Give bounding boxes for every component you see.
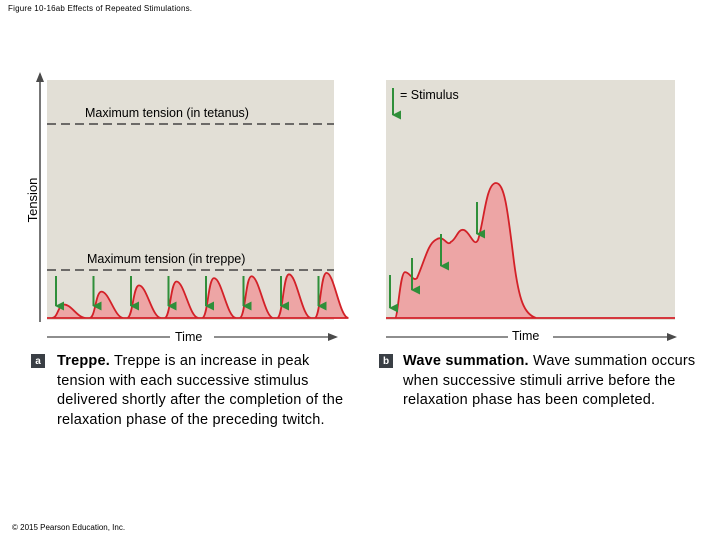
treppe-curve	[47, 271, 349, 319]
caption-a: Treppe. Treppe is an increase in peak te…	[57, 352, 347, 430]
caption-b: Wave summation. Wave summation occurs wh…	[403, 352, 703, 411]
badge-b: b	[379, 354, 393, 368]
caption-a-text: Treppe is an increase in peak tension wi…	[57, 353, 344, 428]
treppe-label: Maximum tension (in treppe)	[87, 252, 246, 266]
caption-b-text: Wave summation occurs when successive st…	[403, 353, 696, 408]
badge-a: a	[31, 354, 45, 368]
x-axis-label-a: Time	[173, 330, 205, 344]
figure-title: Figure 10-16ab Effects of Repeated Stimu…	[8, 4, 193, 13]
caption-b-bold: Wave summation.	[403, 353, 529, 369]
copyright: © 2015 Pearson Education, Inc.	[12, 523, 126, 532]
caption-a-bold: Treppe.	[57, 353, 110, 369]
x-axis-label-b: Time	[510, 329, 542, 343]
legend-stimulus-text: = Stimulus	[400, 88, 459, 102]
y-axis-label: Tension	[25, 178, 40, 223]
tetanus-label: Maximum tension (in tetanus)	[85, 106, 249, 120]
